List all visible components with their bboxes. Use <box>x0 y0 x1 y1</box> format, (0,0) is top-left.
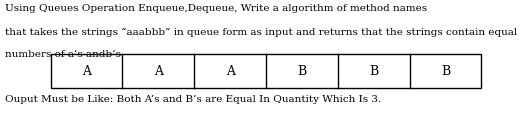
Text: A: A <box>154 65 163 78</box>
Text: Ouput Must be Like: Both A’s and B’s are Equal In Quantity Which Is 3.: Ouput Must be Like: Both A’s and B’s are… <box>5 95 381 104</box>
Text: B: B <box>297 65 306 78</box>
Text: Using Queues Operation Enqueue,Dequeue, Write a algorithm of method names: Using Queues Operation Enqueue,Dequeue, … <box>5 4 431 13</box>
Text: A: A <box>82 65 91 78</box>
Bar <box>51 54 481 88</box>
Text: B: B <box>441 65 450 78</box>
Text: A: A <box>226 65 235 78</box>
Text: B: B <box>369 65 378 78</box>
Text: numbers of a’s andb’s: numbers of a’s andb’s <box>5 50 121 59</box>
Text: that takes the strings “aaabbb” in queue form as input and returns that the stri: that takes the strings “aaabbb” in queue… <box>5 27 518 37</box>
